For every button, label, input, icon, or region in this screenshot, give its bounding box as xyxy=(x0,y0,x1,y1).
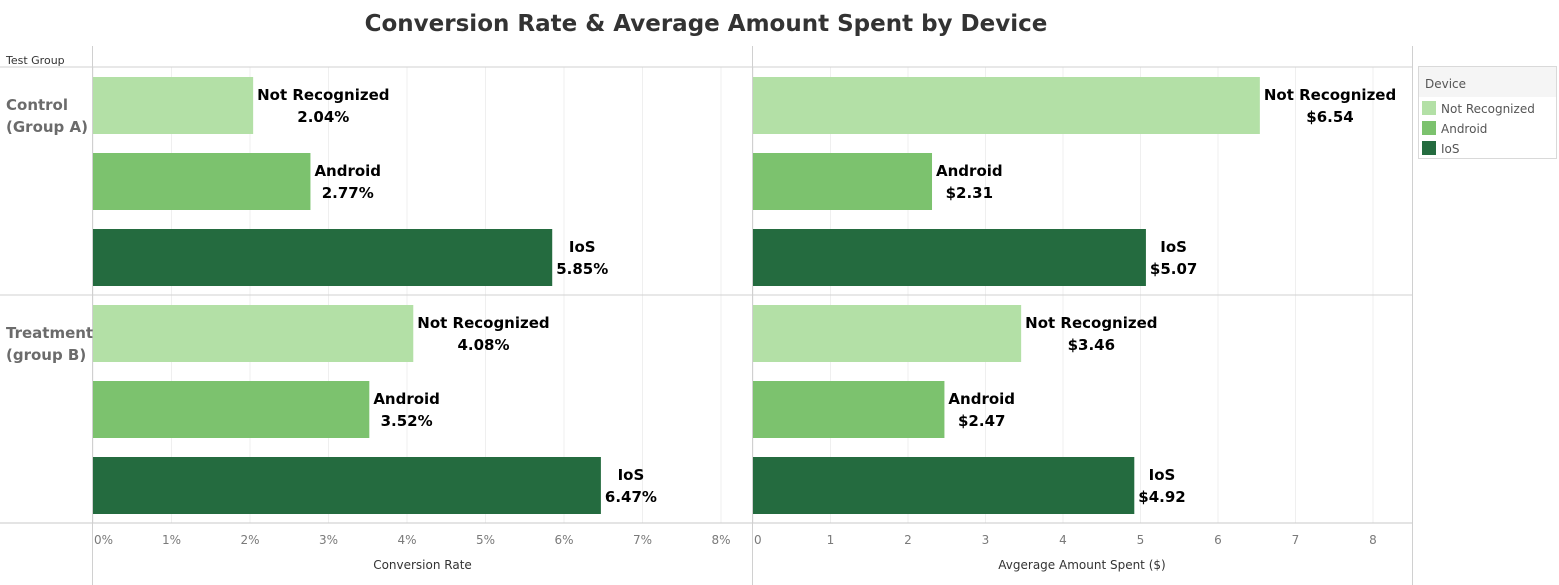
tick-label-panel1-5: 5 xyxy=(1137,533,1145,547)
tick-label-panel0-3: 3% xyxy=(319,533,338,547)
tick-label-panel1-3: 3 xyxy=(982,533,990,547)
bar-label-value: $6.54 xyxy=(1306,108,1353,126)
legend-header xyxy=(1419,67,1556,97)
bar-label-category: Not Recognized xyxy=(417,314,549,332)
bar-label-category: Not Recognized xyxy=(257,86,389,104)
legend-item-android: Android xyxy=(1441,122,1487,136)
tick-label-panel0-8: 8% xyxy=(711,533,730,547)
bar-label-panel0-group1-not-recognized: Not Recognized 4.08% xyxy=(417,314,549,354)
bar-label-panel0-group0-not-recognized: Not Recognized 2.04% xyxy=(257,86,389,126)
legend-item-not-recognized: Not Recognized xyxy=(1441,102,1535,116)
axis-title-panel0: Conversion Rate xyxy=(373,558,472,572)
legend-swatch-ios xyxy=(1422,141,1436,155)
bar-panel0-group0-not-recognized xyxy=(93,77,254,134)
bar-panel0-group1-ios xyxy=(93,457,601,514)
bar-label-panel1-group0-ios: IoS $5.07 xyxy=(1150,238,1197,278)
bar-label-category: IoS xyxy=(569,238,596,256)
bar-label-value: 5.85% xyxy=(556,260,608,278)
axis-title-panel1: Avgerage Amount Spent ($) xyxy=(998,558,1165,572)
bar-label-panel1-group1-not-recognized: Not Recognized $3.46 xyxy=(1025,314,1157,354)
group-label-0-line-1: (Group A) xyxy=(6,118,88,136)
bar-label-category: Android xyxy=(314,162,381,180)
tick-label-panel0-2: 2% xyxy=(240,533,259,547)
chart-title: Conversion Rate & Average Amount Spent b… xyxy=(365,11,1048,37)
group-labels: Control (Group A) Treatment (group B) xyxy=(6,96,93,364)
bar-panel1-group0-not-recognized xyxy=(753,77,1260,134)
bar-panel1-group1-android xyxy=(753,381,945,438)
bar-label-value: $2.31 xyxy=(946,184,993,202)
bar-label-category: Android xyxy=(373,390,440,408)
bar-label-panel1-group0-android: Android $2.31 xyxy=(936,162,1003,202)
bar-panel0-group0-android xyxy=(93,153,311,210)
axis-titles: Conversion Rate Avgerage Amount Spent ($) xyxy=(373,558,1166,572)
tick-label-panel0-5: 5% xyxy=(476,533,495,547)
bar-label-category: IoS xyxy=(1149,466,1176,484)
tick-label-panel0-0: 0% xyxy=(94,533,113,547)
bar-label-value: $2.47 xyxy=(958,412,1005,430)
bar-label-value: $4.92 xyxy=(1138,488,1185,506)
row-header-test-group: Test Group xyxy=(5,54,65,67)
bar-label-panel1-group1-ios: IoS $4.92 xyxy=(1138,466,1185,506)
tick-labels: 0% 1% 2% 3% 4% 5% 6% 7% 8% 0 1 2 3 4 5 6 7 8 xyxy=(94,533,1377,547)
group-label-1-line-1: (group B) xyxy=(6,346,86,364)
bar-label-category: IoS xyxy=(1160,238,1187,256)
bar-panel0-group1-android xyxy=(93,381,370,438)
bar-panel0-group1-not-recognized xyxy=(93,305,414,362)
bar-panel1-group0-android xyxy=(753,153,933,210)
bar-label-category: Not Recognized xyxy=(1025,314,1157,332)
tick-label-panel1-4: 4 xyxy=(1059,533,1067,547)
bar-label-panel0-group0-ios: IoS 5.85% xyxy=(556,238,608,278)
bar-label-category: IoS xyxy=(618,466,645,484)
tick-label-panel0-7: 7% xyxy=(633,533,652,547)
bar-label-value: 3.52% xyxy=(381,412,433,430)
tick-label-panel1-2: 2 xyxy=(904,533,912,547)
tick-label-panel0-1: 1% xyxy=(162,533,181,547)
bar-label-panel0-group1-android: Android 3.52% xyxy=(373,390,440,430)
bar-label-panel0-group1-ios: IoS 6.47% xyxy=(605,466,657,506)
bar-label-value: 4.08% xyxy=(457,336,509,354)
legend-title: Device xyxy=(1425,77,1466,91)
tick-label-panel1-1: 1 xyxy=(827,533,835,547)
group-label-1-line-0: Treatment xyxy=(6,324,93,342)
bar-label-value: 6.47% xyxy=(605,488,657,506)
bar-label-category: Android xyxy=(948,390,1015,408)
tick-label-panel1-0: 0 xyxy=(754,533,762,547)
bar-panel0-group0-ios xyxy=(93,229,553,286)
bar-panel1-group1-ios xyxy=(753,457,1135,514)
bar-label-value: $3.46 xyxy=(1068,336,1115,354)
bar-label-category: Not Recognized xyxy=(1264,86,1396,104)
bar-label-panel1-group0-not-recognized: Not Recognized $6.54 xyxy=(1264,86,1396,126)
bar-panel1-group0-ios xyxy=(753,229,1146,286)
bar-label-panel0-group0-android: Android 2.77% xyxy=(314,162,381,202)
tick-label-panel1-7: 7 xyxy=(1292,533,1300,547)
bar-label-value: $5.07 xyxy=(1150,260,1197,278)
tick-label-panel0-4: 4% xyxy=(397,533,416,547)
bar-labels: Not Recognized 2.04% Android 2.77% IoS 5.85% N… xyxy=(257,86,1396,506)
bar-label-category: Android xyxy=(936,162,1003,180)
bar-panel1-group1-not-recognized xyxy=(753,305,1022,362)
tick-label-panel1-6: 6 xyxy=(1214,533,1222,547)
bar-label-value: 2.77% xyxy=(322,184,374,202)
bar-label-panel1-group1-android: Android $2.47 xyxy=(948,390,1015,430)
legend-item-ios: IoS xyxy=(1441,142,1460,156)
legend-swatch-not-recognized xyxy=(1422,101,1436,115)
panel-borders xyxy=(0,46,1413,585)
legend-swatch-android xyxy=(1422,121,1436,135)
tick-label-panel0-6: 6% xyxy=(554,533,573,547)
legend[interactable]: Device Not Recognized Android IoS xyxy=(1418,66,1557,159)
bars xyxy=(93,77,1260,514)
group-label-0-line-0: Control xyxy=(6,96,68,114)
bar-label-value: 2.04% xyxy=(297,108,349,126)
tick-label-panel1-8: 8 xyxy=(1369,533,1377,547)
